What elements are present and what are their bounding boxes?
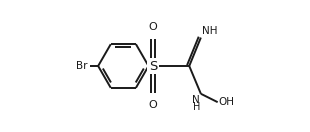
Text: O: O <box>149 100 157 110</box>
Text: S: S <box>149 60 157 72</box>
Text: N: N <box>193 95 200 105</box>
Text: OH: OH <box>218 97 234 107</box>
Text: H: H <box>193 102 201 112</box>
Text: Br: Br <box>76 61 87 71</box>
Text: O: O <box>149 22 157 32</box>
Text: NH: NH <box>202 26 217 36</box>
